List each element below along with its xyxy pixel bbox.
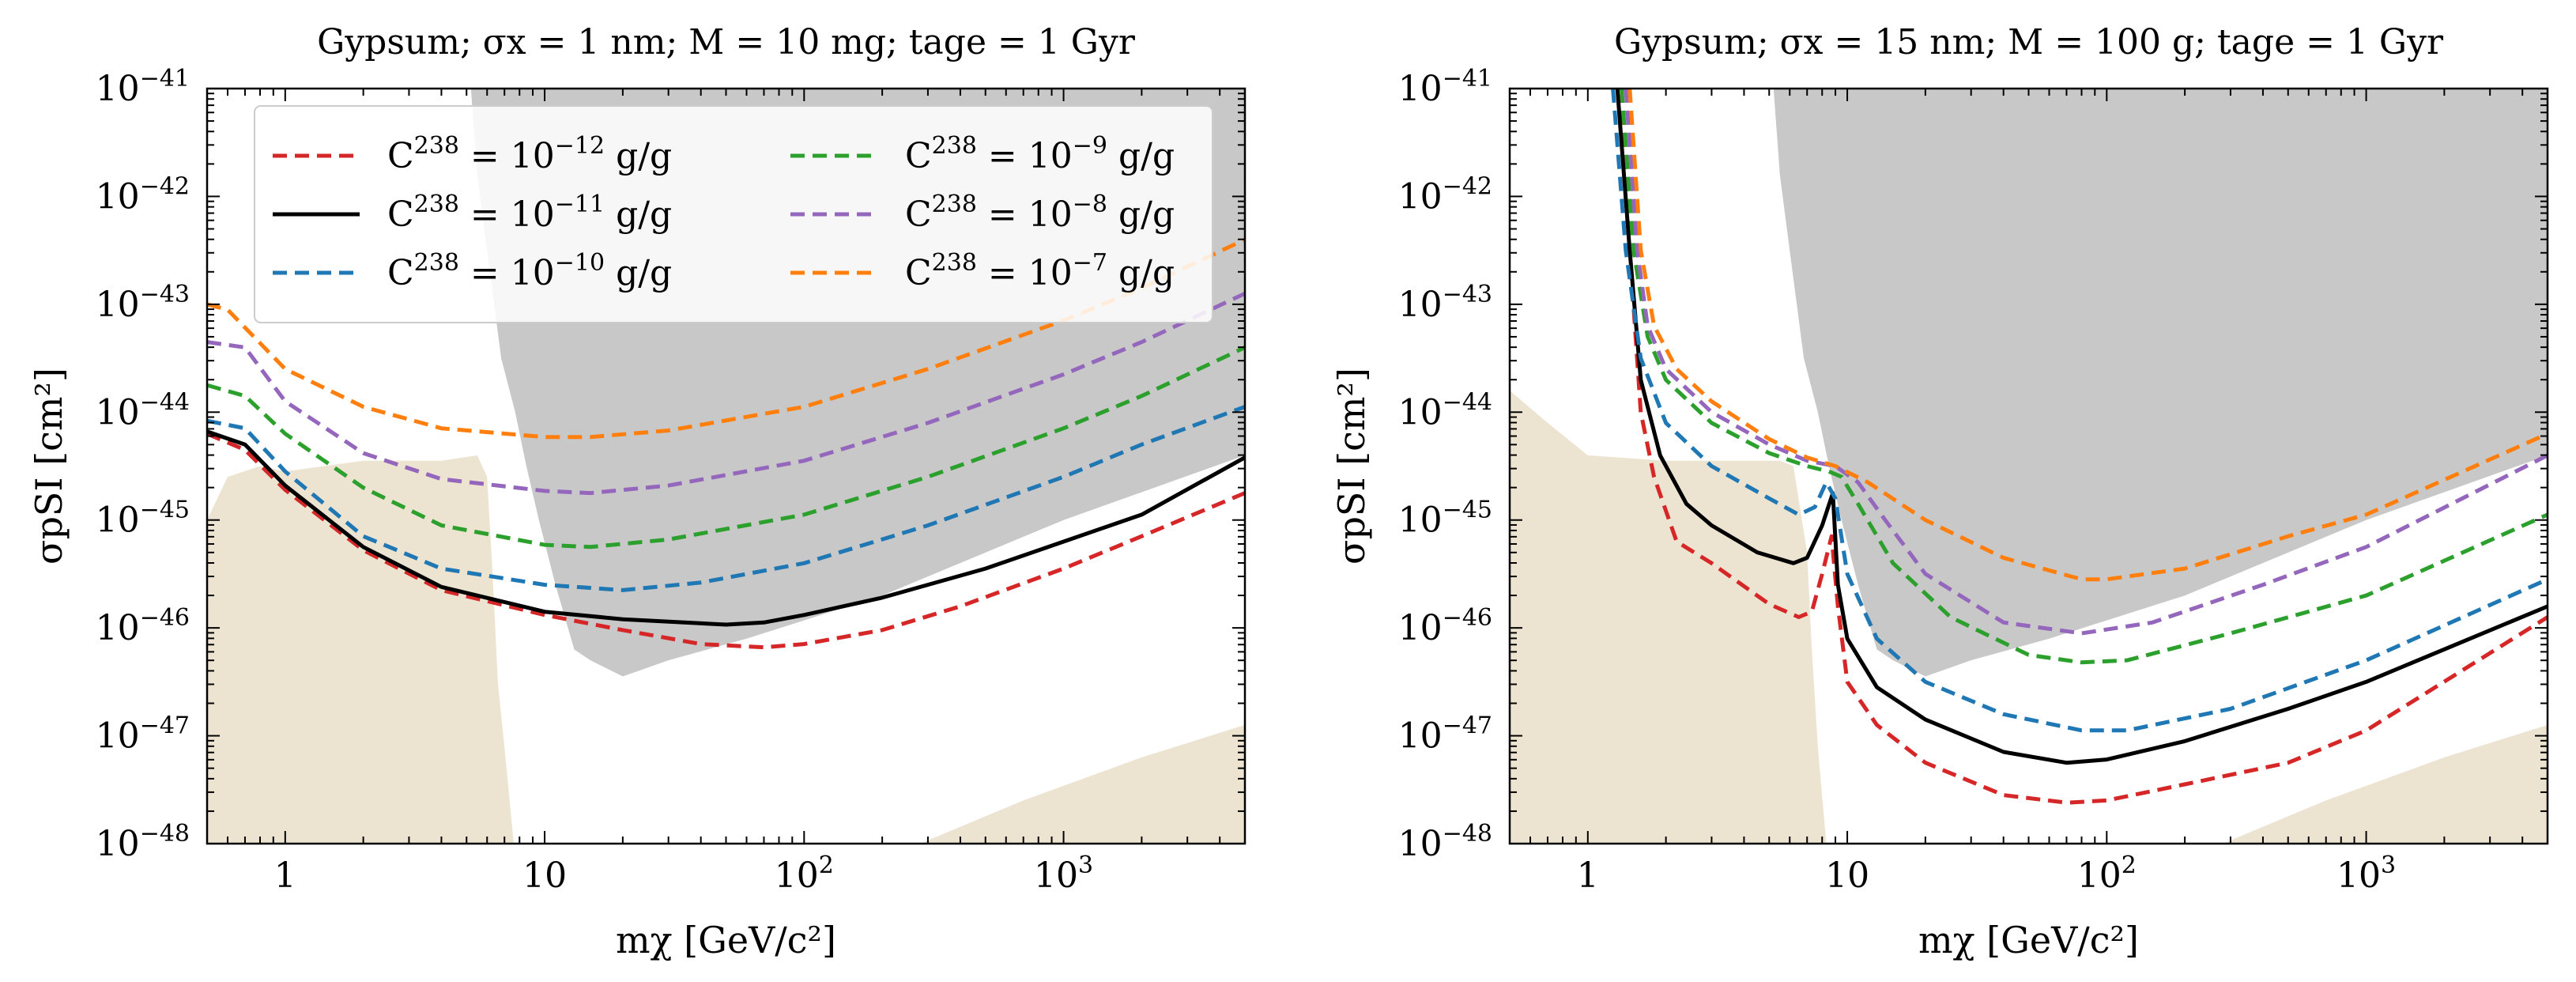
x-tick-labels-left: 1 10 102 103 [274, 852, 1093, 896]
y-tick-labels-right: 10−48 10−47 10−46 10−45 10−44 10−43 10−4… [1398, 65, 1492, 864]
x-tick-label: 102 [775, 852, 834, 896]
tan-neutrino-floor-right [920, 724, 1245, 844]
series-line-c238-1e-9 [1620, 89, 2548, 665]
chart-panel-right: Gypsum; σx = 15 nm; M = 100 g; tage = 1 … [1330, 22, 2549, 961]
y-tick-label: 10−47 [1398, 712, 1492, 757]
x-tick-label: 10 [1825, 855, 1869, 896]
chart-panel-left: Gypsum; σx = 1 nm; M = 10 mg; tage = 1 G… [28, 22, 1247, 961]
series-line-c238-1e-7 [1627, 89, 2548, 582]
series-line-c238-1e-12 [207, 432, 1245, 650]
y-tick-label: 10−44 [1398, 388, 1492, 432]
y-tick-label: 10−46 [1398, 604, 1492, 648]
x-tick-label: 103 [2337, 852, 2396, 896]
x-axis-label-left: mχ [GeV/c²] [616, 919, 836, 961]
y-tick-label: 10−41 [96, 65, 190, 109]
series-line-c238-1e-9 [207, 346, 1245, 550]
series-line-c238-1e-8 [1624, 89, 2548, 636]
legend-label-c238-1e-8: C238 = 10−8 g/g [905, 191, 1175, 235]
y-tick-label: 10−48 [96, 820, 190, 864]
tan-neutrino-floor-left [1510, 391, 1827, 844]
legend-box [254, 105, 1213, 323]
x-tick-labels-right: 1 10 102 103 [1577, 852, 2396, 896]
y-tick-label: 10−41 [1398, 65, 1492, 109]
series-line-c238-1e-12 [1620, 89, 2548, 805]
chart-title-right: Gypsum; σx = 15 nm; M = 100 g; tage = 1 … [1614, 22, 2444, 62]
tan-neutrino-floor-right [2223, 724, 2548, 844]
y-tick-labels-left: 10−48 10−47 10−46 10−45 10−44 10−43 10−4… [96, 65, 190, 864]
y-tick-label: 10−43 [96, 281, 190, 325]
y-tick-label: 10−42 [96, 172, 190, 217]
x-tick-label: 103 [1034, 852, 1093, 896]
plot-frame-right [1508, 87, 2549, 845]
plot-frame-left [206, 87, 1247, 845]
series-line-c238-1e-10 [1611, 89, 2548, 733]
y-tick-label: 10−48 [1398, 820, 1492, 864]
y-tick-label: 10−45 [1398, 497, 1492, 541]
y-tick-label: 10−43 [1398, 281, 1492, 325]
series-line-c238-1e-8 [207, 291, 1245, 496]
series-line-c238-1e-10 [207, 405, 1245, 592]
ticks-left [206, 88, 1246, 844]
y-tick-label: 10−46 [96, 604, 190, 648]
y-tick-label: 10−44 [96, 388, 190, 432]
y-axis-label-left: σpSI [cm²] [28, 368, 70, 565]
legend: C238 = 10−12 g/g C238 = 10−11 g/g C238 =… [254, 105, 1213, 323]
y-tick-label: 10−45 [96, 497, 190, 541]
y-tick-label: 10−47 [96, 712, 190, 757]
x-tick-label: 10 [522, 855, 567, 896]
gray-excluded-region [1773, 89, 2548, 677]
legend-label-c238-1e-12: C238 = 10−12 g/g [387, 132, 672, 176]
legend-label-c238-1e-9: C238 = 10−9 g/g [905, 132, 1175, 176]
tan-neutrino-floor-left [207, 455, 514, 844]
y-tick-label: 10−42 [1398, 172, 1492, 217]
chart-title-left: Gypsum; σx = 1 nm; M = 10 mg; tage = 1 G… [317, 22, 1136, 62]
legend-label-c238-1e-10: C238 = 10−10 g/g [387, 249, 672, 293]
x-tick-label: 1 [1577, 855, 1599, 896]
x-tick-label: 1 [274, 855, 296, 896]
series-line-c238-1e-11 [207, 429, 1245, 627]
series-line-c238-1e-11 [1615, 89, 2548, 765]
legend-label-c238-1e-7: C238 = 10−7 g/g [905, 249, 1175, 293]
x-tick-label: 102 [2077, 852, 2137, 896]
y-axis-label-right: σpSI [cm²] [1330, 368, 1373, 565]
legend-label-c238-1e-11: C238 = 10−11 g/g [387, 191, 672, 235]
x-axis-label-right: mχ [GeV/c²] [1918, 919, 2139, 961]
plot-area-right [1510, 89, 2548, 844]
